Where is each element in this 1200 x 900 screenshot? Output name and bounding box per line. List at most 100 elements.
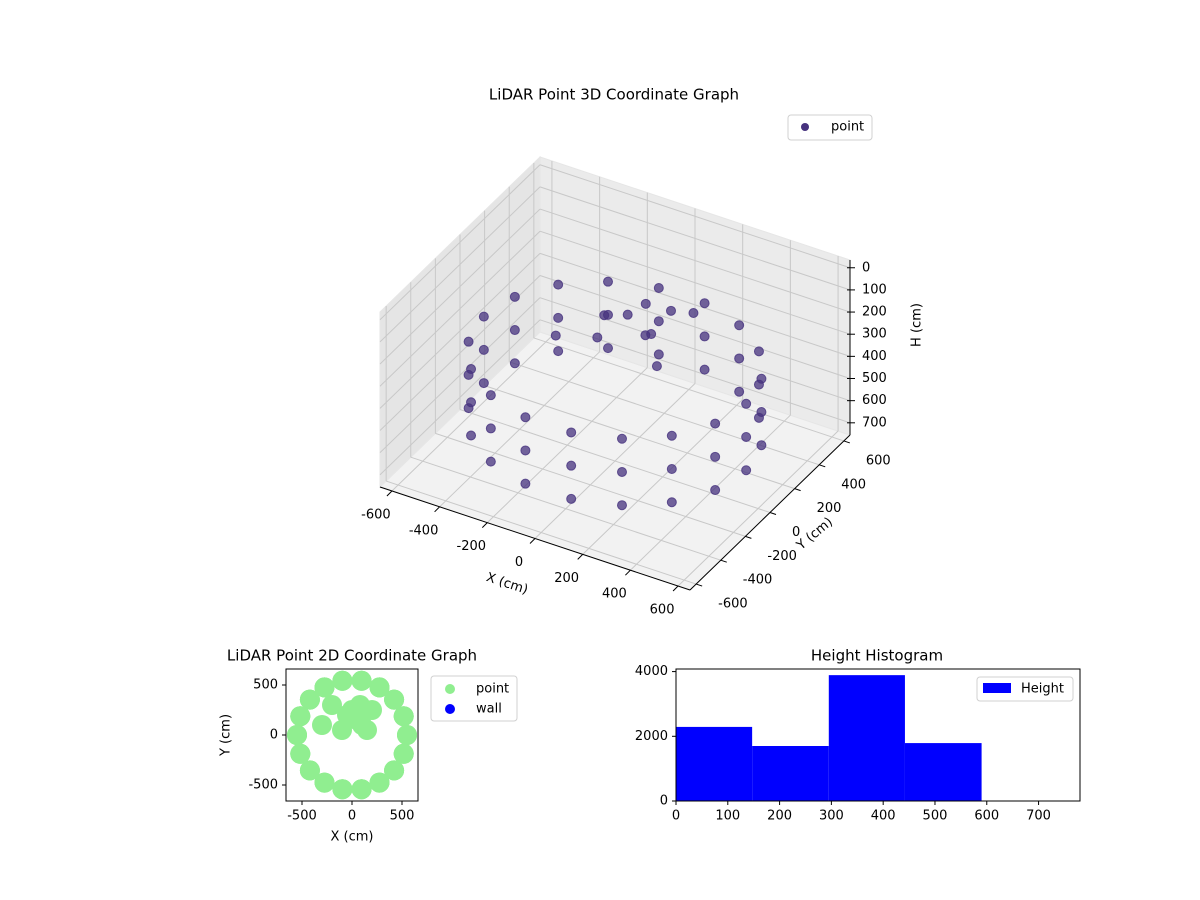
point bbox=[384, 760, 405, 781]
z-tick-label: 500 bbox=[862, 371, 887, 386]
point bbox=[384, 689, 405, 710]
point bbox=[753, 412, 764, 423]
z-tick-label: 400 bbox=[862, 349, 887, 364]
point bbox=[553, 279, 564, 290]
x-axis-label: X (cm) bbox=[331, 830, 374, 845]
point bbox=[299, 760, 320, 781]
point bbox=[710, 418, 721, 429]
point bbox=[753, 379, 764, 390]
y-tick-label: 2000 bbox=[635, 729, 668, 744]
point bbox=[688, 308, 699, 319]
x-tick-label: -500 bbox=[287, 809, 317, 824]
tick-mark bbox=[481, 522, 488, 529]
z-tick-label: 200 bbox=[862, 305, 887, 320]
plot-frame bbox=[675, 668, 1081, 802]
point bbox=[350, 695, 370, 715]
grid-line bbox=[379, 164, 541, 321]
y-tick-label: 0 bbox=[270, 728, 278, 743]
point bbox=[520, 412, 531, 423]
point bbox=[553, 312, 564, 323]
tick-mark bbox=[672, 585, 679, 592]
grid-line bbox=[379, 186, 541, 343]
tick-mark bbox=[720, 559, 727, 563]
point bbox=[710, 485, 721, 496]
grid-line bbox=[539, 186, 851, 291]
y-tick-label: -400 bbox=[743, 573, 773, 588]
tick-mark bbox=[577, 553, 584, 560]
y-tick-label: -200 bbox=[767, 549, 797, 564]
point bbox=[314, 677, 335, 698]
legend-swatch bbox=[983, 683, 1011, 693]
point bbox=[463, 336, 474, 347]
x-tick-label: 300 bbox=[819, 809, 844, 824]
y-tick-label: 4000 bbox=[635, 664, 668, 679]
point bbox=[734, 386, 745, 397]
point bbox=[616, 500, 627, 511]
z-tick-label: 100 bbox=[862, 282, 887, 297]
point bbox=[756, 440, 767, 451]
point bbox=[397, 725, 417, 745]
point bbox=[369, 772, 390, 793]
point bbox=[622, 309, 633, 320]
point bbox=[287, 725, 307, 745]
x-tick-label: 500 bbox=[923, 809, 948, 824]
point bbox=[351, 670, 372, 691]
point bbox=[351, 779, 372, 800]
point bbox=[603, 343, 614, 354]
point bbox=[699, 364, 710, 375]
y-tick-label: 0 bbox=[792, 525, 800, 540]
x-tick-label: 0 bbox=[515, 555, 523, 570]
point bbox=[646, 329, 657, 340]
point bbox=[653, 316, 664, 327]
x-tick-label: -400 bbox=[409, 523, 439, 538]
y-tick-label: 0 bbox=[660, 794, 668, 809]
point bbox=[393, 743, 414, 764]
grid-line bbox=[539, 208, 851, 313]
grid-line bbox=[379, 253, 541, 409]
tick-mark bbox=[794, 488, 801, 492]
point bbox=[332, 779, 353, 800]
y-tick-label: 500 bbox=[253, 678, 278, 693]
x-tick-label: -200 bbox=[457, 539, 487, 554]
x-tick-label: 0 bbox=[348, 809, 356, 824]
point bbox=[466, 430, 477, 441]
point bbox=[603, 276, 614, 287]
point bbox=[666, 464, 677, 475]
tick-mark bbox=[695, 583, 703, 587]
tick-mark bbox=[843, 440, 851, 444]
point bbox=[509, 325, 520, 336]
z-tick-label: 600 bbox=[862, 393, 887, 408]
y-tick-label: 600 bbox=[866, 453, 891, 468]
tick-mark bbox=[625, 569, 631, 576]
point bbox=[290, 743, 311, 764]
point bbox=[478, 344, 489, 355]
grid-line bbox=[379, 230, 541, 387]
grid-line bbox=[539, 230, 851, 335]
point bbox=[653, 349, 664, 360]
x-tick-label: 100 bbox=[715, 809, 740, 824]
grid-line bbox=[379, 208, 541, 365]
legend-box bbox=[787, 114, 873, 141]
point bbox=[478, 311, 489, 322]
point bbox=[520, 445, 531, 456]
x-tick-label: 400 bbox=[871, 809, 896, 824]
point bbox=[485, 423, 496, 434]
tick-mark bbox=[819, 464, 826, 468]
point bbox=[699, 298, 710, 309]
point bbox=[653, 282, 664, 293]
point bbox=[666, 497, 677, 508]
point bbox=[299, 689, 320, 710]
point bbox=[550, 330, 561, 341]
grid-line bbox=[539, 252, 851, 357]
y-tick-label: -500 bbox=[248, 778, 278, 793]
x-tick-label: 500 bbox=[390, 809, 415, 824]
tick-mark bbox=[745, 535, 752, 539]
bar bbox=[676, 726, 753, 801]
point bbox=[332, 670, 353, 691]
chart-title: LiDAR Point 2D Coordinate Graph bbox=[227, 647, 477, 665]
point bbox=[599, 310, 610, 321]
grid-line bbox=[539, 297, 851, 402]
bar bbox=[828, 675, 905, 801]
grid-line bbox=[410, 456, 721, 561]
